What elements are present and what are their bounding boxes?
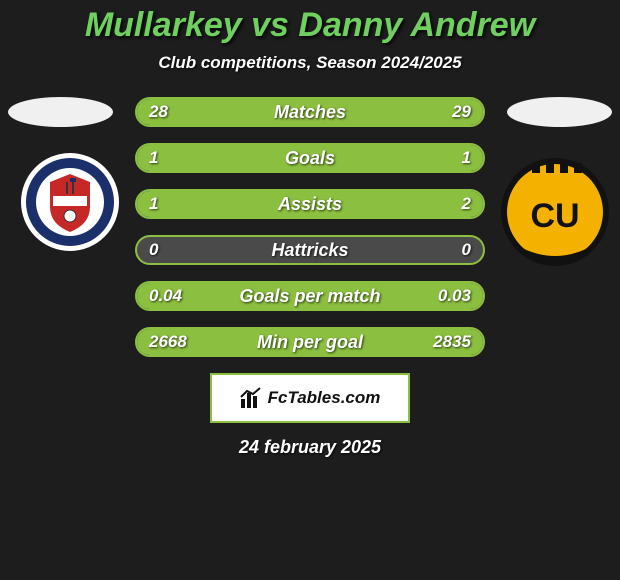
footer-date: 24 february 2025 bbox=[0, 437, 620, 458]
stat-value-left: 2668 bbox=[149, 332, 187, 352]
stat-value-right: 0.03 bbox=[438, 286, 471, 306]
stat-value-right: 1 bbox=[462, 148, 471, 168]
crawley-badge-icon bbox=[20, 152, 120, 252]
stat-value-left: 28 bbox=[149, 102, 168, 122]
club-badge-right: CU bbox=[500, 157, 610, 267]
stat-value-left: 0 bbox=[149, 240, 158, 260]
stat-value-right: 2835 bbox=[433, 332, 471, 352]
stat-row: 2668 2835 Min per goal bbox=[135, 327, 485, 357]
comparison-card: Mullarkey vs Danny Andrew Club competiti… bbox=[0, 0, 620, 580]
stat-row: 1 1 Goals bbox=[135, 143, 485, 173]
svg-text:CU: CU bbox=[530, 197, 579, 235]
brand-text: FcTables.com bbox=[268, 388, 381, 408]
stat-label: Hattricks bbox=[271, 240, 348, 261]
bar-chart-icon bbox=[240, 387, 262, 409]
stat-value-left: 1 bbox=[149, 194, 158, 214]
page-title: Mullarkey vs Danny Andrew bbox=[0, 0, 620, 45]
stat-row: 1 2 Assists bbox=[135, 189, 485, 219]
stat-value-left: 1 bbox=[149, 148, 158, 168]
stat-label: Goals bbox=[285, 148, 335, 169]
player-slot-right bbox=[507, 97, 612, 127]
stat-fill-right bbox=[310, 145, 483, 171]
stat-label: Min per goal bbox=[257, 332, 363, 353]
stat-row: 0.04 0.03 Goals per match bbox=[135, 281, 485, 311]
stat-label: Goals per match bbox=[239, 286, 380, 307]
stat-value-right: 29 bbox=[452, 102, 471, 122]
stat-value-left: 0.04 bbox=[149, 286, 182, 306]
stat-row: 0 0 Hattricks bbox=[135, 235, 485, 265]
stats-list: 28 29 Matches 1 1 Goals 1 2 Assists 0 0 Hattricks 0.… bbox=[135, 97, 485, 357]
stat-label: Matches bbox=[274, 102, 346, 123]
brand-box: FcTables.com bbox=[210, 373, 410, 423]
player-slot-left bbox=[8, 97, 113, 127]
subtitle: Club competitions, Season 2024/2025 bbox=[0, 53, 620, 73]
stat-value-right: 0 bbox=[462, 240, 471, 260]
stat-value-right: 2 bbox=[462, 194, 471, 214]
stat-row: 28 29 Matches bbox=[135, 97, 485, 127]
stat-label: Assists bbox=[278, 194, 342, 215]
club-badge-left bbox=[20, 152, 120, 252]
cambridge-badge-icon: CU bbox=[500, 157, 610, 267]
content-area: CU 28 29 Matches 1 1 Goals 1 2 Assists 0 0 Hattrick… bbox=[0, 97, 620, 458]
